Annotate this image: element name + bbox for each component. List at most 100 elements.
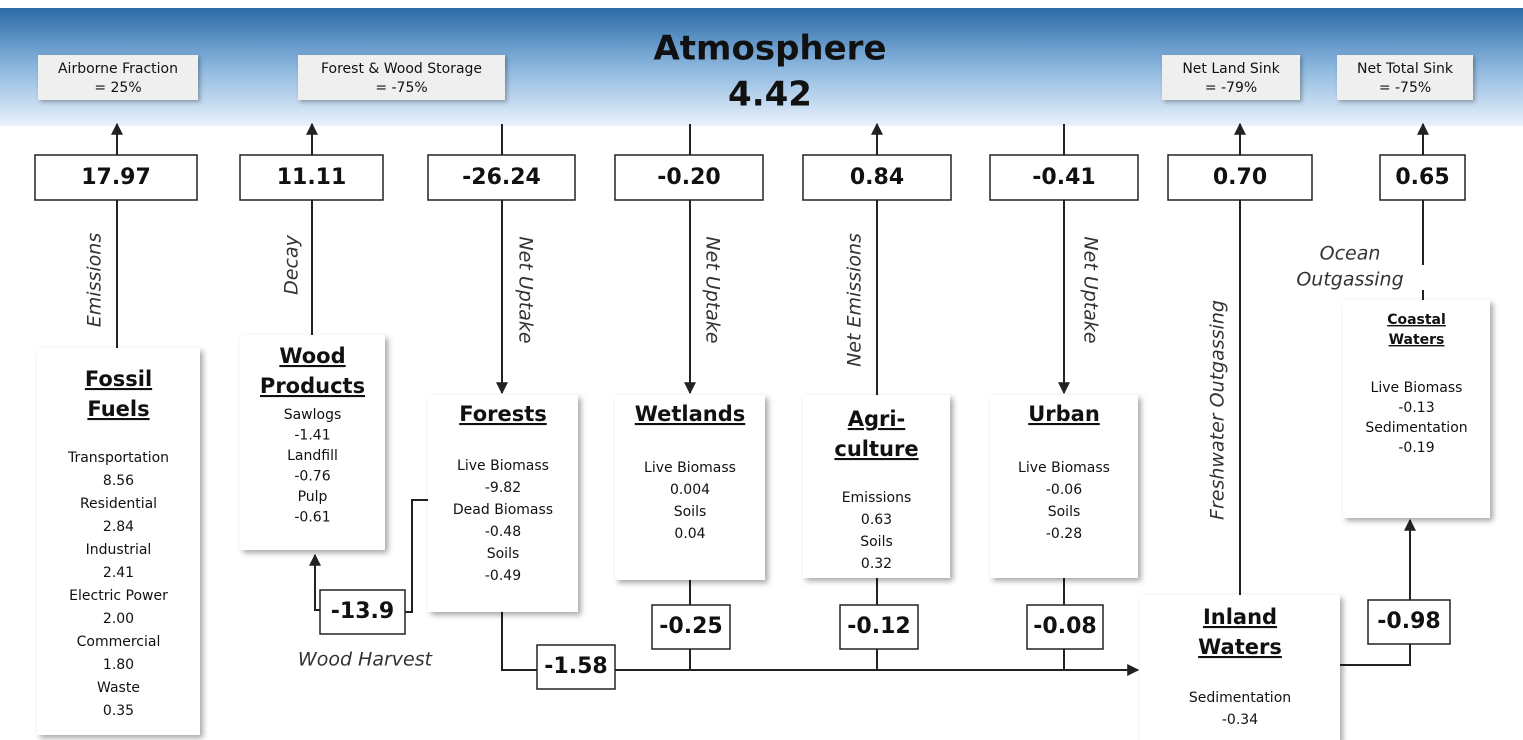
item-value: -0.13 — [1398, 400, 1434, 416]
item-value: 8.56 — [103, 473, 134, 489]
item-value: -0.34 — [1222, 712, 1258, 728]
pool-title: Waters — [1389, 332, 1445, 348]
pool-title: Agri- — [848, 407, 906, 431]
item-value: -0.48 — [485, 524, 521, 540]
item-name: Live Biomass — [1018, 460, 1110, 476]
item-value: -0.06 — [1046, 482, 1082, 498]
fraction-value: = -75% — [375, 80, 427, 96]
item-value: -0.61 — [294, 510, 330, 526]
item-value: 0.32 — [861, 556, 892, 572]
fraction-label: Net Land Sink — [1182, 61, 1280, 77]
transfer-value: -13.9 — [331, 599, 394, 624]
flux-value: 11.11 — [277, 165, 347, 190]
item-name: Soils — [860, 534, 893, 550]
item-name: Sedimentation — [1365, 420, 1467, 436]
item-value: 2.41 — [103, 565, 134, 581]
flux-label: Ocean — [1320, 243, 1381, 265]
fraction-value: = 25% — [94, 80, 141, 96]
item-value: -0.49 — [485, 568, 521, 584]
pool-box — [1343, 300, 1490, 518]
flux-box — [989, 154, 1139, 201]
item-value: 0.04 — [674, 526, 705, 542]
item-name: Pulp — [298, 489, 328, 505]
pool-title: Inland — [1203, 605, 1277, 629]
item-name: Soils — [487, 546, 520, 562]
flux-value: -26.24 — [462, 165, 541, 190]
pool-title: culture — [834, 437, 918, 461]
flux-label: Net Uptake — [702, 236, 724, 343]
transfer-value: -0.25 — [659, 614, 722, 639]
fraction-value: = -79% — [1205, 80, 1257, 96]
item-name: Live Biomass — [644, 460, 736, 476]
pool-title: Products — [260, 374, 365, 398]
pool-title: Forests — [459, 402, 547, 426]
item-value: -0.19 — [1398, 440, 1434, 456]
flux-value: -0.20 — [657, 165, 720, 190]
transfer-value: -0.98 — [1377, 609, 1440, 634]
transfer-box — [651, 604, 731, 650]
atmosphere-value: 4.42 — [728, 75, 812, 115]
item-name: Soils — [674, 504, 707, 520]
item-value: 0.004 — [670, 482, 710, 498]
pool-box — [1140, 595, 1340, 740]
pool-box — [990, 395, 1138, 578]
flux-value: 0.84 — [850, 165, 904, 190]
item-value: 2.84 — [103, 519, 134, 535]
flux-box — [802, 154, 952, 201]
pool-box — [37, 348, 200, 735]
pool-box — [803, 395, 950, 578]
fraction-box — [1162, 55, 1300, 100]
pool-title: Fossil — [85, 367, 152, 391]
fraction-box — [298, 55, 505, 100]
pool-box — [615, 395, 765, 580]
transfer-box — [839, 604, 919, 650]
atmosphere-title: Atmosphere — [653, 29, 886, 69]
item-value: -0.76 — [294, 469, 330, 485]
transfer-value: -1.58 — [544, 654, 607, 679]
fraction-box — [38, 55, 198, 100]
item-name: Emissions — [842, 490, 912, 506]
flux-label: Net Emissions — [844, 233, 866, 367]
fraction-box — [1337, 55, 1473, 100]
transfer-box — [1026, 604, 1104, 650]
pool-title: Urban — [1028, 402, 1100, 426]
pool-title: Wetlands — [635, 402, 746, 426]
item-name: Electric Power — [69, 588, 168, 604]
flux-value: 0.65 — [1395, 165, 1449, 190]
item-name: Landfill — [287, 448, 338, 464]
transfer-value: -0.08 — [1033, 614, 1096, 639]
item-name: Live Biomass — [457, 458, 549, 474]
flux-box — [614, 154, 764, 201]
item-name: Live Biomass — [1371, 380, 1463, 396]
flux-value: 0.70 — [1213, 165, 1267, 190]
item-name: Soils — [1048, 504, 1081, 520]
flux-label: Emissions — [84, 233, 106, 328]
flux-box — [427, 154, 576, 201]
item-name: Industrial — [86, 542, 152, 558]
pool-title: Waters — [1198, 635, 1282, 659]
arrow — [309, 553, 321, 611]
item-name: Transportation — [67, 450, 169, 466]
item-value: -1.41 — [294, 428, 330, 444]
arrow — [1340, 518, 1416, 666]
item-value: 0.35 — [103, 703, 134, 719]
pool-box — [240, 335, 385, 550]
item-value: 2.00 — [103, 611, 134, 627]
flux-value: -0.41 — [1032, 165, 1095, 190]
flux-box — [239, 154, 384, 201]
pool-title: Wood — [279, 344, 345, 368]
item-value: -9.82 — [485, 480, 521, 496]
item-value: 1.80 — [103, 657, 134, 673]
transfer-label: Wood Harvest — [298, 649, 434, 671]
fraction-label: Airborne Fraction — [58, 61, 178, 77]
item-value: -0.28 — [1046, 526, 1082, 542]
transfer-box — [536, 644, 616, 690]
flux-label: Freshwater Outgassing — [1207, 300, 1229, 520]
pool-box — [428, 395, 578, 612]
item-name: Residential — [80, 496, 157, 512]
item-name: Commercial — [77, 634, 161, 650]
transfer-value: -0.12 — [847, 614, 910, 639]
connector — [405, 499, 428, 613]
fraction-label: Net Total Sink — [1357, 61, 1454, 77]
